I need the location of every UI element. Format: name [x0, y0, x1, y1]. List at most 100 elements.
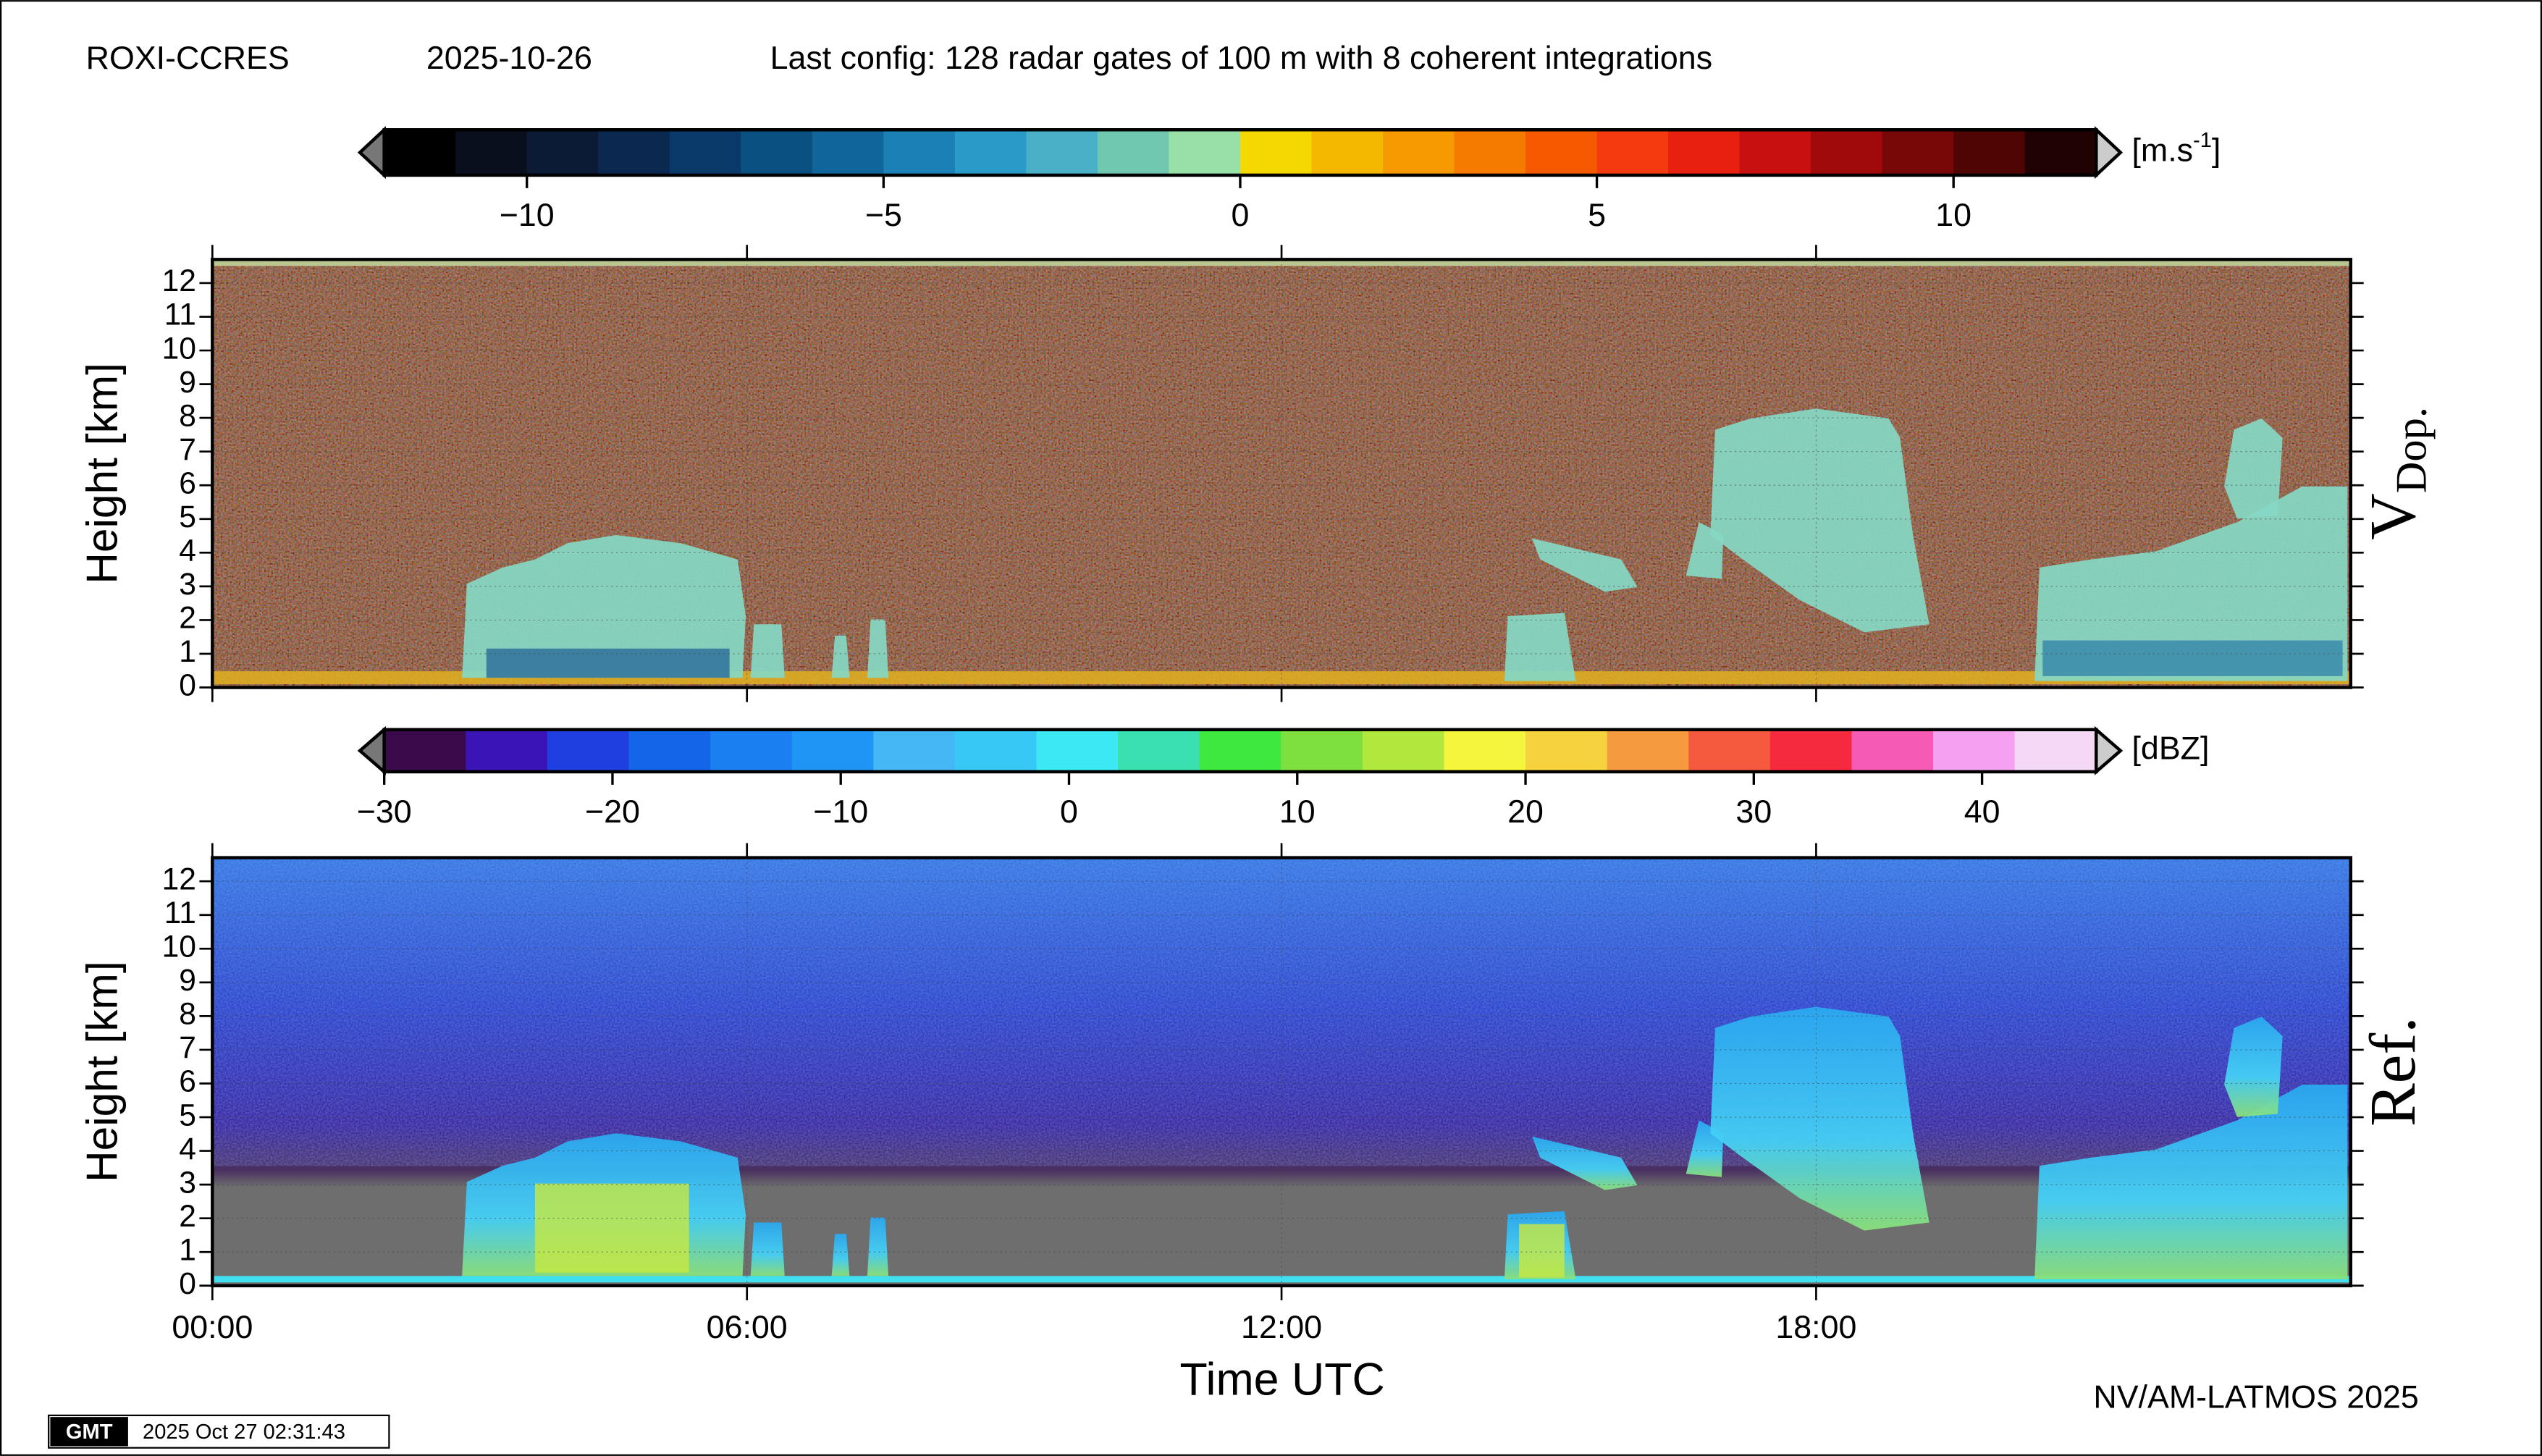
colorbar-segment	[1953, 130, 2026, 175]
colorbar-segment	[1036, 729, 1119, 772]
y-tick-label: 12	[162, 264, 196, 298]
y-tick-label: 3	[179, 567, 196, 602]
timestamp: 2025 Oct 27 02:31:43	[143, 1421, 345, 1444]
echo	[867, 619, 889, 678]
echo	[1710, 1006, 1929, 1231]
gmt-logo-box	[50, 1417, 128, 1447]
echo-core	[486, 648, 730, 678]
x-axis-label: Time UTC	[1180, 1355, 1385, 1405]
unit-sup: -1	[2193, 129, 2212, 152]
echo	[2224, 418, 2283, 519]
colorbar-tick-label: 20	[1507, 794, 1544, 830]
panel-frame	[211, 856, 2353, 1288]
colorbar-segment	[812, 130, 885, 175]
colorbar-tick-label: 10	[1935, 197, 1971, 233]
echo	[831, 635, 850, 678]
colorbar-segment	[1097, 130, 1170, 175]
colorbar-segment	[2024, 130, 2097, 175]
echo-core	[1519, 1224, 1565, 1278]
echo	[831, 1234, 850, 1276]
colorbar-frame	[382, 728, 2098, 774]
colorbar-segment	[873, 729, 956, 772]
colorbar-segment	[1668, 130, 1741, 175]
colorbar-segment	[1444, 729, 1526, 772]
colorbar-segment	[791, 729, 875, 772]
echo	[867, 1217, 889, 1276]
colorbar-tick-label: 5	[1588, 197, 1606, 233]
side-label: Ref.	[2357, 1017, 2429, 1127]
colorbar-segment	[1240, 130, 1313, 175]
echo	[1710, 408, 1929, 633]
colorbar-tick-label: 10	[1279, 794, 1316, 830]
y-tick-label: 5	[179, 500, 196, 534]
side-label-sub: Dop.	[2387, 407, 2436, 493]
colorbar-tick-label: 0	[1060, 794, 1078, 830]
echo	[750, 1222, 785, 1276]
colorbar-tick-label: −10	[500, 197, 555, 233]
colorbar-tick-label: 0	[1232, 197, 1250, 233]
y-tick-label: 1	[179, 634, 196, 669]
unit-end: ]	[2212, 132, 2221, 168]
y-tick-label: 1	[179, 1232, 196, 1267]
colorbar-segment	[1362, 729, 1445, 772]
y-tick-label: 2	[179, 601, 196, 636]
colorbar-segment	[883, 130, 956, 175]
y-tick-label: 8	[179, 398, 196, 433]
y-tick-label: 6	[179, 466, 196, 500]
echo	[750, 624, 785, 678]
echo	[2034, 486, 2348, 681]
colorbar-segment	[1688, 729, 1771, 772]
colorbar-segment	[1454, 130, 1526, 175]
colorbar-segment	[526, 130, 599, 175]
y-axis-label: Height [km]	[77, 961, 127, 1182]
colorbar-segment	[1739, 130, 1812, 175]
echo-core	[2042, 640, 2343, 676]
date: 2025-10-26	[426, 40, 592, 76]
colorbar-segment	[1811, 130, 1883, 175]
colorbar-tick-label: −5	[865, 197, 902, 233]
y-axis-label: Height [km]	[77, 363, 127, 584]
colorbar-segment	[1311, 130, 1384, 175]
echo-core	[534, 1183, 689, 1273]
colorbar-segment	[598, 130, 670, 175]
colorbar-segment	[1933, 729, 2016, 772]
colorbar-segment	[384, 130, 457, 175]
colorbar-segment	[2014, 729, 2097, 772]
y-tick-label: 9	[179, 963, 196, 998]
colorbar-segment	[954, 130, 1027, 175]
config: Last config: 128 radar gates of 100 m wi…	[770, 40, 1712, 76]
y-tick-label: 6	[179, 1064, 196, 1099]
y-tick-label: 9	[179, 365, 196, 400]
colorbar-tick-label: −20	[585, 794, 640, 830]
echo	[2034, 1085, 2348, 1279]
x-tick-label: 12:00	[1241, 1309, 1322, 1345]
y-tick-label: 5	[179, 1098, 196, 1132]
credit: NV/AM-LATMOS 2025	[2093, 1379, 2418, 1415]
colorbar-segment	[1026, 130, 1098, 175]
colorbar-segment	[1851, 729, 1934, 772]
colorbar-segment	[628, 729, 711, 772]
echo	[1504, 613, 1576, 681]
echo	[462, 535, 746, 678]
y-tick-label: 10	[162, 331, 196, 366]
x-tick-label: 18:00	[1775, 1309, 1856, 1345]
colorbar-unit: [dBZ]	[2131, 731, 2209, 767]
side-label-main: Ref.	[2357, 1017, 2429, 1127]
colorbar-segment	[1882, 130, 1955, 175]
colorbar-segment	[1596, 130, 1669, 175]
colorbar-unit: [m.s-1]	[2131, 129, 2221, 169]
colorbar-segment	[1118, 729, 1200, 772]
side-label: VDop.	[2357, 407, 2436, 540]
top-strip	[212, 259, 2351, 266]
image-noise	[212, 857, 2351, 1166]
colorbar-segment	[1525, 729, 1608, 772]
site-name: ROXI-CCRES	[86, 40, 290, 76]
colorbar-segment	[710, 729, 793, 772]
y-tick-label: 3	[179, 1165, 196, 1200]
y-tick-label: 2	[179, 1199, 196, 1234]
colorbar-segment	[1281, 729, 1363, 772]
y-tick-label: 8	[179, 997, 196, 1032]
colorbar-segment	[669, 130, 742, 175]
colorbar-segment	[384, 729, 467, 772]
